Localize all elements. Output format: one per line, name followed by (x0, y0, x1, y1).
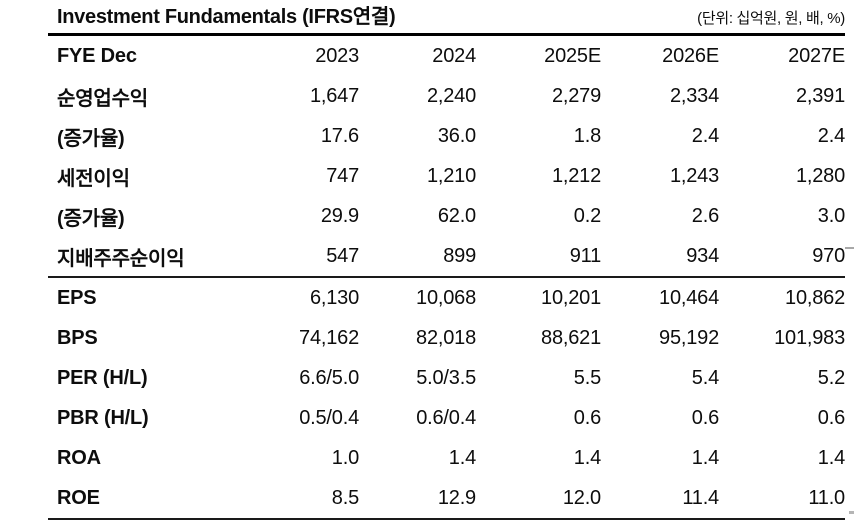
row-label: PER (H/L) (57, 366, 148, 389)
cell-value: 101,983 (774, 326, 845, 349)
cell-value: 3.0 (817, 204, 845, 227)
cell-value: 10,068 (416, 286, 476, 309)
cell-value: 1,647 (309, 84, 359, 107)
cell-value: 1,243 (669, 164, 719, 187)
cell-value: 10,201 (541, 286, 601, 309)
cell-value: 11.4 (682, 486, 719, 509)
cell-value: 1.4 (817, 446, 845, 469)
cell-value: 29.9 (320, 204, 359, 227)
cell-value: 911 (569, 244, 601, 267)
cell-value: 88,621 (541, 326, 601, 349)
table-row: BPS 74,162 82,018 88,621 95,192 101,983 (48, 318, 845, 358)
table-header-row: FYE Dec 2023 2024 2025E 2026E 2027E (48, 36, 845, 76)
cell-value: 1,210 (426, 164, 476, 187)
column-header: 2023 (315, 44, 359, 67)
row-label: (증가율) (57, 127, 125, 150)
investment-fundamentals-table: Investment Fundamentals (IFRS연결) (단위: 십억… (48, 0, 845, 520)
table-row: (증가율) 29.9 62.0 0.2 2.6 3.0 (48, 196, 845, 236)
cell-value: 5.2 (817, 366, 845, 389)
row-label: ROA (57, 446, 101, 469)
table-row: ROE 8.5 12.9 12.0 11.4 11.0 (48, 478, 845, 518)
cell-value: 17.6 (320, 124, 359, 147)
cell-value: 5.0/3.5 (416, 366, 476, 389)
cell-value: 2.4 (817, 124, 845, 147)
row-label: 순영업수익 (57, 87, 148, 110)
cell-value: 82,018 (416, 326, 476, 349)
cell-value: 2,334 (669, 84, 719, 107)
cell-value: 74,162 (299, 326, 359, 349)
cell-value: 10,464 (659, 286, 719, 309)
cell-value: 1,280 (795, 164, 845, 187)
table-section-per-share-ratios: EPS 6,130 10,068 10,201 10,464 10,862 BPS 74,16… (48, 278, 845, 520)
cell-value: 10,862 (785, 286, 845, 309)
table-row: 세전이익 747 1,210 1,212 1,243 1,280 (48, 156, 845, 196)
cell-value: 0.6 (573, 406, 601, 429)
table-row: PER (H/L) 6.6/5.0 5.0/3.5 5.5 5.4 5.2 (48, 358, 845, 398)
cell-value: 934 (686, 244, 719, 267)
row-label: 지배주주순이익 (57, 247, 185, 270)
column-header: 2024 (432, 44, 476, 67)
cell-value: 62.0 (437, 204, 476, 227)
cell-value: 8.5 (331, 486, 359, 509)
cell-value: 899 (443, 244, 476, 267)
cell-value: 12.0 (562, 486, 601, 509)
table-section-earnings: 순영업수익 1,647 2,240 2,279 2,334 2,391 (증가율) 17.6 3… (48, 76, 845, 278)
cell-value: 1.0 (331, 446, 359, 469)
cell-value: 95,192 (659, 326, 719, 349)
table-row: (증가율) 17.6 36.0 1.8 2.4 2.4 (48, 116, 845, 156)
cell-value: 1.4 (691, 446, 719, 469)
column-header: 2026E (662, 44, 719, 67)
cell-value: 1.4 (448, 446, 476, 469)
cell-value: 547 (326, 244, 359, 267)
row-label: 세전이익 (57, 167, 130, 190)
cell-value: 2,279 (551, 84, 601, 107)
unit-note: (단위: 십억원, 원, 배, %) (697, 10, 845, 27)
cell-value: 5.4 (691, 366, 719, 389)
table-title-bar: Investment Fundamentals (IFRS연결) (단위: 십억… (48, 0, 845, 36)
cell-value: 11.0 (808, 486, 845, 509)
table-row: 순영업수익 1,647 2,240 2,279 2,334 2,391 (48, 76, 845, 116)
row-header-label: FYE Dec (57, 44, 137, 67)
cell-value: 970 (812, 244, 845, 267)
column-header: 2025E (544, 44, 601, 67)
table-row: 지배주주순이익 547 899 911 934 970 (48, 236, 845, 276)
cell-value: 12.9 (437, 486, 476, 509)
cell-value: 0.2 (573, 204, 601, 227)
cell-value: 2.4 (691, 124, 719, 147)
column-header: 2027E (788, 44, 845, 67)
cell-value: 0.6/0.4 (416, 406, 476, 429)
table-title: Investment Fundamentals (IFRS연결) (57, 6, 396, 28)
table-row: EPS 6,130 10,068 10,201 10,464 10,862 (48, 278, 845, 318)
row-label: BPS (57, 326, 98, 349)
stray-mark (845, 247, 854, 249)
cell-value: 36.0 (437, 124, 476, 147)
cell-value: 0.5/0.4 (299, 406, 359, 429)
row-label: PBR (H/L) (57, 406, 149, 429)
row-label: (증가율) (57, 207, 125, 230)
cell-value: 0.6 (817, 406, 845, 429)
cell-value: 2,391 (795, 84, 845, 107)
cell-value: 747 (326, 164, 359, 187)
cell-value: 1.8 (573, 124, 601, 147)
cell-value: 1.4 (573, 446, 601, 469)
cell-value: 6,130 (309, 286, 359, 309)
table-row: ROA 1.0 1.4 1.4 1.4 1.4 (48, 438, 845, 478)
cell-value: 1,212 (551, 164, 601, 187)
cell-value: 2.6 (691, 204, 719, 227)
cell-value: 5.5 (573, 366, 601, 389)
stray-mark (849, 511, 854, 514)
cell-value: 0.6 (691, 406, 719, 429)
table-row: PBR (H/L) 0.5/0.4 0.6/0.4 0.6 0.6 0.6 (48, 398, 845, 438)
row-label: EPS (57, 286, 97, 309)
cell-value: 6.6/5.0 (299, 366, 359, 389)
row-label: ROE (57, 486, 100, 509)
cell-value: 2,240 (426, 84, 476, 107)
